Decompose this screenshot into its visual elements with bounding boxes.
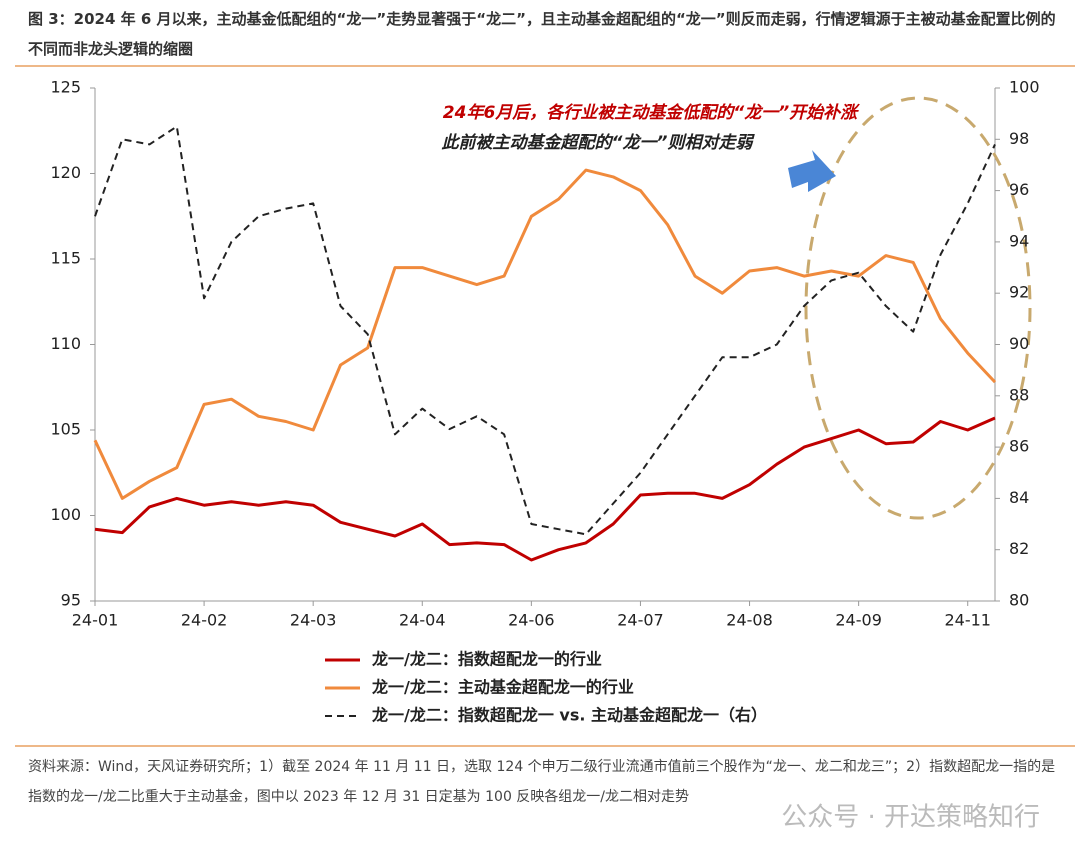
x-tick-label: 24-06 [508,611,555,630]
series-line [93,168,997,500]
y2-tick-label: 98 [1009,129,1029,148]
y2-tick-label: 92 [1009,283,1029,302]
series-line [94,416,996,562]
y2-tick-label: 80 [1009,591,1029,610]
y2-tick-label: 96 [1009,180,1029,199]
y-tick-label: 105 [50,420,81,439]
y-tick-label: 115 [50,249,81,268]
annotation: 此前被主动基金超配的“龙一”则相对走弱 [442,133,756,153]
annotation: 24年6月后，各行业被主动基金低配的“龙一”开始补涨 [443,103,860,123]
y2-tick-label: 82 [1009,539,1029,558]
x-tick-label: 24-07 [617,611,664,630]
highlight-ellipse [804,96,1032,520]
y-tick-label: 125 [50,78,81,97]
x-tick-label: 24-01 [72,611,119,630]
y2-tick-label: 84 [1009,488,1029,507]
y-tick-label: 110 [50,334,81,353]
y-tick-label: 120 [50,163,81,182]
y2-tick-label: 90 [1009,334,1029,353]
legend-label: 龙一/龙二：主动基金超配龙一的行业 [371,678,634,697]
y2-tick-label: 86 [1009,437,1029,456]
chart-title: 图 3：2024 年 6 月以来，主动基金低配组的“龙一”走势显著强于“龙二”，… [28,10,1056,58]
x-tick-label: 24-04 [399,611,446,630]
y2-tick-label: 100 [1009,78,1040,97]
legend-label: 龙一/龙二：指数超配龙一的行业 [371,650,602,669]
x-tick-label: 24-02 [181,611,228,630]
x-tick-label: 24-08 [726,611,773,630]
series-line [94,125,996,536]
y-tick-label: 100 [50,505,81,524]
y2-tick-label: 88 [1009,385,1029,404]
legend-label: 龙一/龙二：指数超配龙一 vs. 主动基金超配龙一（右） [371,706,767,725]
y-tick-label: 95 [61,591,81,610]
x-tick-label: 24-03 [290,611,337,630]
x-tick-label: 24-09 [835,611,882,630]
y2-tick-label: 94 [1009,231,1029,250]
source-note: 资料来源：Wind，天风证券研究所；1）截至 2024 年 11 月 11 日，… [28,759,1056,805]
watermark: 公众号 · 开达策略知行 [781,803,1040,833]
x-tick-label: 24-11 [944,611,991,630]
arrow [788,150,836,192]
